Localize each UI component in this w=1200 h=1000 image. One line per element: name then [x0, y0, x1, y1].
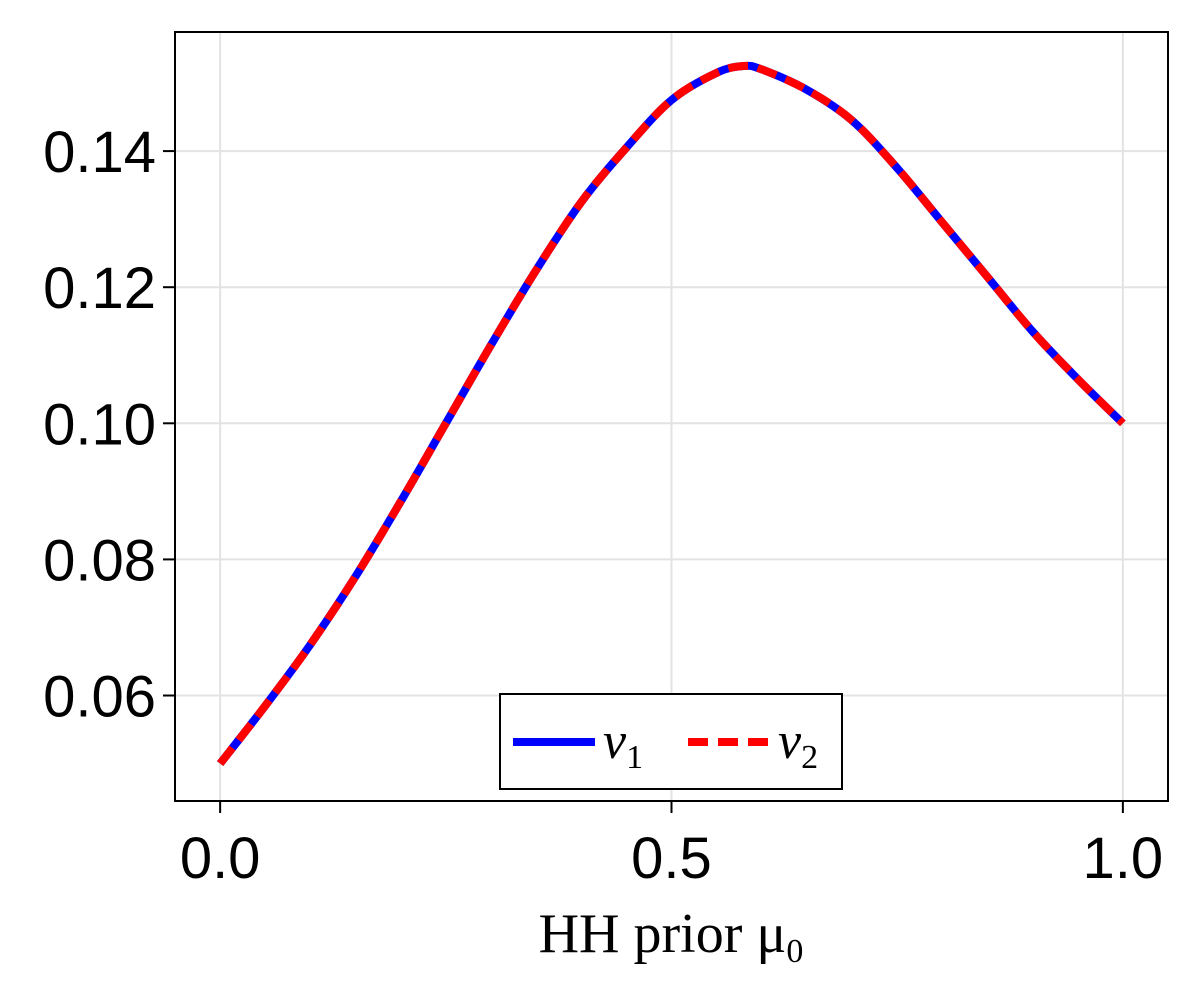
x-tick-label: 0.0 — [180, 826, 261, 891]
y-tick-label: 0.10 — [43, 392, 156, 457]
series-line-2 — [216, 61, 1126, 767]
series-lines — [216, 61, 1126, 767]
legend-entry-series-1: ν1 — [603, 713, 643, 776]
y-tick-label: 0.12 — [43, 256, 156, 321]
y-tick-label: 0.06 — [43, 665, 156, 730]
x-tick-label: 1.0 — [1083, 826, 1164, 891]
x-axis-ticks: 0.0 0.5 1.0 — [180, 801, 1163, 891]
y-tick-label: 0.14 — [43, 120, 156, 185]
legend: ν1 ν2 — [499, 693, 843, 790]
y-axis-ticks: 0.06 0.08 0.10 0.12 0.14 — [43, 120, 175, 730]
x-axis-label: HH prior μ0 — [539, 903, 804, 970]
y-tick-label: 0.08 — [43, 528, 156, 593]
legend-entry-series-2: ν2 — [778, 713, 818, 776]
x-tick-label: 0.5 — [631, 826, 712, 891]
legend-box — [499, 693, 843, 790]
grid-lines — [175, 32, 1168, 801]
